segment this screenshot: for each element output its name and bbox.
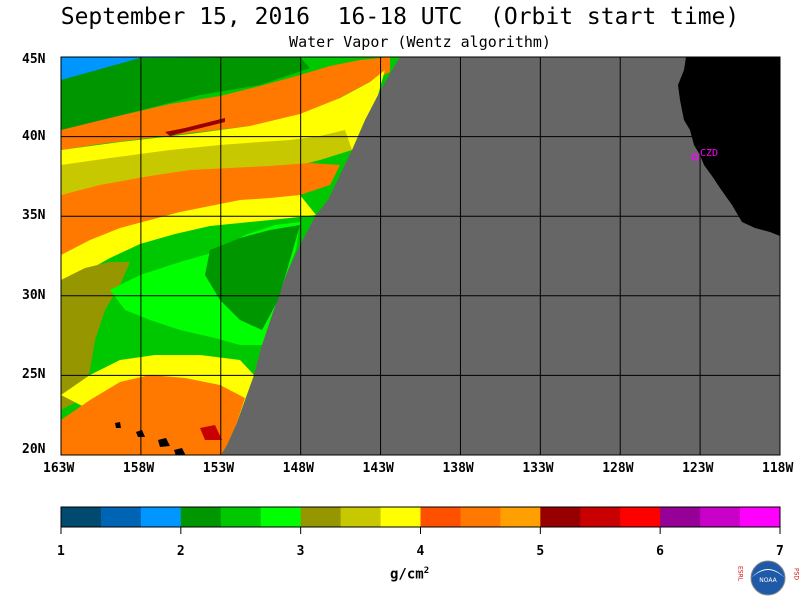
hawaii-island-3 <box>158 438 170 447</box>
colorbar-swatch <box>420 507 461 527</box>
colorbar-swatch <box>300 507 342 527</box>
longitude-tick-label: 133W <box>522 461 554 476</box>
dark-green-central <box>205 225 300 330</box>
colorbar <box>60 507 781 534</box>
svg-text:PSD: PSD <box>793 568 800 580</box>
noaa-logo: NOAA ESRL PSD <box>737 560 800 596</box>
map-subtitle: Water Vapor (Wentz algorithm) <box>289 33 551 51</box>
hawaii-island-4 <box>174 448 186 455</box>
page-title: September 15, 2016 16-18 UTC (Orbit star… <box>60 4 740 30</box>
high-vapor-north-band <box>61 57 390 150</box>
colorbar-tick-label: 7 <box>776 544 784 559</box>
red-north-spot <box>165 118 225 136</box>
yellow-mid-band <box>61 195 316 290</box>
orange-mid-band <box>61 163 340 270</box>
longitude-tick-label: 153W <box>202 461 235 476</box>
longitude-tick-label: 128W <box>602 461 634 476</box>
colorbar-tick-label: 6 <box>656 544 664 559</box>
latitude-tick-label: 40N <box>22 128 46 144</box>
colorbar-swatch <box>180 507 222 527</box>
longitude-tick-label: 123W <box>682 461 714 476</box>
olive-west <box>61 262 130 410</box>
colorbar-swatch <box>620 507 661 527</box>
colorbar-tick-label: 1 <box>57 544 65 559</box>
colorbar-frame <box>60 506 781 528</box>
longitude-tick-label: 148W <box>282 461 314 476</box>
colorbar-swatch <box>340 507 382 527</box>
map-frame <box>60 56 781 456</box>
colorbar-tick-label: 2 <box>176 544 185 559</box>
colorbar-swatch <box>380 507 421 527</box>
colorbar-swatch <box>140 507 182 527</box>
colorbar-swatch <box>540 507 581 527</box>
svg-text:NOAA: NOAA <box>759 577 777 584</box>
colorbar-swatch <box>220 507 262 527</box>
colorbar-swatch <box>700 507 741 527</box>
longitude-tick-label: 158W <box>122 461 155 476</box>
colorbar-swatch <box>580 507 621 527</box>
latitude-tick-label: 35N <box>22 208 46 224</box>
latitude-tick-label: 30N <box>22 287 46 303</box>
colorbar-tick-label: 5 <box>536 544 545 559</box>
map-plot-area: CZD <box>61 57 780 455</box>
colorbar-swatch <box>740 507 781 527</box>
orange-south <box>61 375 245 455</box>
low-vapor-nw-green <box>61 57 310 130</box>
colorbar-swatch <box>460 507 501 527</box>
colorbar-tick-label: 3 <box>296 544 305 559</box>
station-label: CZD <box>700 148 718 159</box>
latitude-tick-label: 25N <box>22 367 46 383</box>
latitude-tick-label: 45N <box>22 52 46 67</box>
longitude-tick-label: 138W <box>442 461 474 476</box>
red-south-spot <box>200 425 222 440</box>
colorbar-swatch <box>100 507 142 527</box>
station-marker <box>691 153 699 161</box>
colorbar-swatch <box>61 507 102 527</box>
north-america-land <box>678 57 780 236</box>
colorbar-swatch <box>260 507 302 527</box>
colorbar-swatch <box>500 507 541 527</box>
hawaii-island-1 <box>115 422 121 428</box>
latitude-tick-label: 20N <box>22 442 46 457</box>
longitude-tick-label: 163W <box>43 461 75 476</box>
colorbar-swatch <box>660 507 701 527</box>
longitude-tick-label: 118W <box>762 461 794 476</box>
colorbar-units: g/cm2 <box>390 566 430 583</box>
svg-text:ESRL: ESRL <box>737 566 744 582</box>
longitude-tick-label: 143W <box>362 461 394 476</box>
colorbar-tick-label: 4 <box>416 544 425 559</box>
